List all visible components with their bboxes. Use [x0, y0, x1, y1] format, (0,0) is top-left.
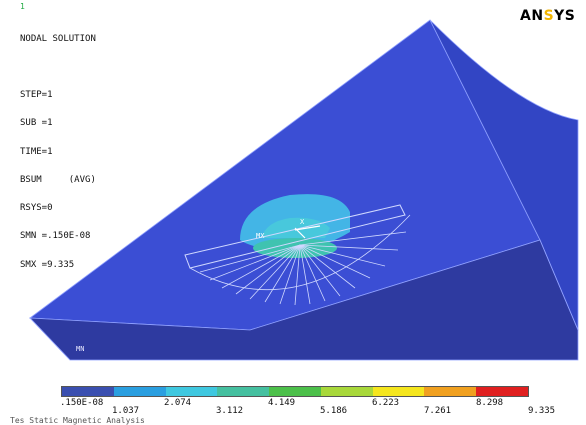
min-marker: MN: [76, 345, 85, 353]
legend-swatch-5: [269, 387, 321, 396]
info-step: STEP=1: [20, 90, 53, 101]
axis-triad: [294, 225, 321, 239]
info-smx: SMX =9.335: [20, 259, 75, 270]
legend-value-1: 1.037: [112, 406, 140, 416]
legend-value-3: 3.112: [216, 406, 244, 416]
legend-value-5: 5.186: [320, 406, 348, 416]
legend-value-2: 2.074: [164, 398, 192, 408]
info-smn: SMN =.150E-08: [20, 231, 91, 242]
legend-swatch-1: [62, 387, 114, 396]
info-rsys: RSYS=0: [20, 203, 53, 214]
legend-swatch-2: [113, 387, 166, 396]
legend-value-4: 4.149: [268, 398, 296, 408]
solution-info: NODAL SOLUTION STEP=1 SUB =1 TIME=1 BSUM…: [20, 16, 96, 279]
axis-x-label: X: [300, 218, 305, 226]
legend-swatch-3: [165, 387, 218, 396]
window-number: 1: [20, 2, 25, 11]
info-time: TIME=1: [20, 146, 53, 157]
ansys-logo: ANSYS: [520, 8, 576, 24]
legend-value-9: 9.335: [528, 406, 556, 416]
legend-swatch-7: [372, 387, 425, 396]
radial-mesh: [189, 214, 411, 306]
coil-slab: [184, 204, 406, 269]
legend-value-7: 7.261: [424, 406, 452, 416]
info-spacer: [20, 63, 96, 72]
info-bsum: BSUM (AVG): [20, 174, 96, 185]
legend-value-6: 6.223: [372, 398, 400, 408]
plot-caption: Tes Static Magnetic Analysis: [10, 416, 145, 425]
legend-swatch-8: [424, 387, 477, 396]
legend-swatch-4: [217, 387, 270, 396]
max-marker: MX: [256, 232, 265, 240]
legend-value-8: 8.298: [476, 398, 504, 408]
info-sub: SUB =1: [20, 118, 53, 129]
legend-value-0: .150E-08: [60, 398, 104, 408]
legend-swatch-6: [320, 387, 373, 396]
legend-swatch-9: [476, 387, 529, 396]
info-title: NODAL SOLUTION: [20, 33, 96, 44]
contour-legend-bar: [61, 386, 529, 397]
